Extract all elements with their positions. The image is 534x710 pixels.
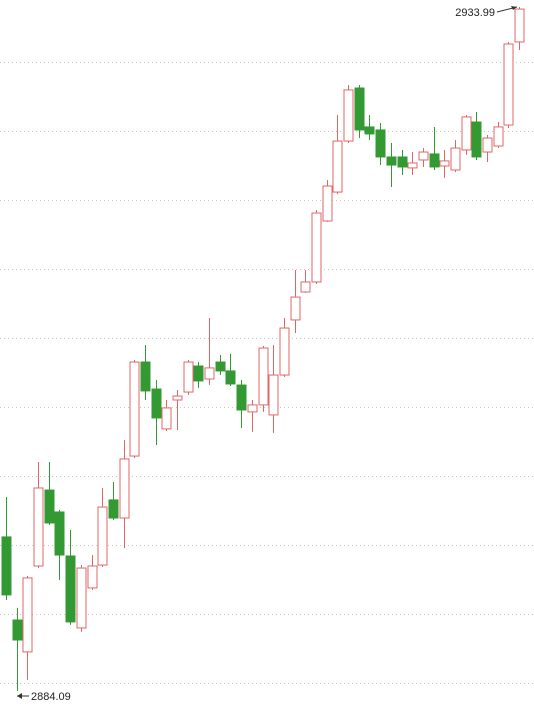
candle-body (354, 87, 365, 131)
candle-body (97, 506, 108, 566)
candle-body (108, 499, 119, 519)
candle-body (311, 212, 322, 283)
candle-body (65, 555, 76, 623)
candle-body (215, 361, 226, 372)
candle-body (450, 147, 461, 171)
candle-body (493, 126, 504, 147)
candle-body (482, 137, 493, 153)
candle-body (300, 281, 311, 293)
candle-body (236, 384, 247, 411)
candle-body (33, 487, 44, 567)
candle-body (183, 361, 194, 393)
candle-body (386, 156, 397, 166)
candle-body (258, 347, 269, 406)
low-label: 2884.09 (31, 691, 71, 703)
candle-body (471, 121, 482, 158)
candle-body (279, 327, 290, 376)
candle-body (290, 296, 301, 321)
candle-body (204, 367, 215, 380)
candle-body (514, 8, 525, 43)
candle-body (322, 185, 333, 222)
candle-body (332, 140, 343, 193)
candle-body (12, 619, 23, 641)
arrow-head (17, 693, 22, 699)
candle-body (429, 153, 440, 168)
candle-body (225, 370, 236, 385)
candle-body (54, 511, 65, 556)
candle-body (364, 126, 375, 135)
candle-body (1, 536, 12, 596)
candle-body (268, 374, 279, 416)
candle-body (193, 365, 204, 382)
candle-body (418, 151, 429, 161)
candle-body (247, 404, 258, 413)
candle-body (119, 458, 130, 519)
candle-body (76, 567, 87, 629)
candle-body (503, 43, 514, 126)
candle-body (343, 89, 354, 142)
candle-body (161, 407, 172, 430)
candle-body (129, 361, 140, 457)
candle-body (22, 577, 33, 653)
candle-body (44, 489, 55, 524)
candle-body (439, 160, 450, 167)
candle-body (461, 116, 472, 151)
candle-body (172, 395, 183, 401)
candle-body (151, 388, 162, 419)
candle-body (375, 129, 386, 158)
candle-body (87, 565, 98, 589)
candle-body (397, 156, 408, 168)
candle-body (407, 162, 418, 169)
arrow-head (511, 6, 517, 10)
candle-body (140, 361, 151, 392)
high-label: 2933.99 (455, 7, 495, 19)
